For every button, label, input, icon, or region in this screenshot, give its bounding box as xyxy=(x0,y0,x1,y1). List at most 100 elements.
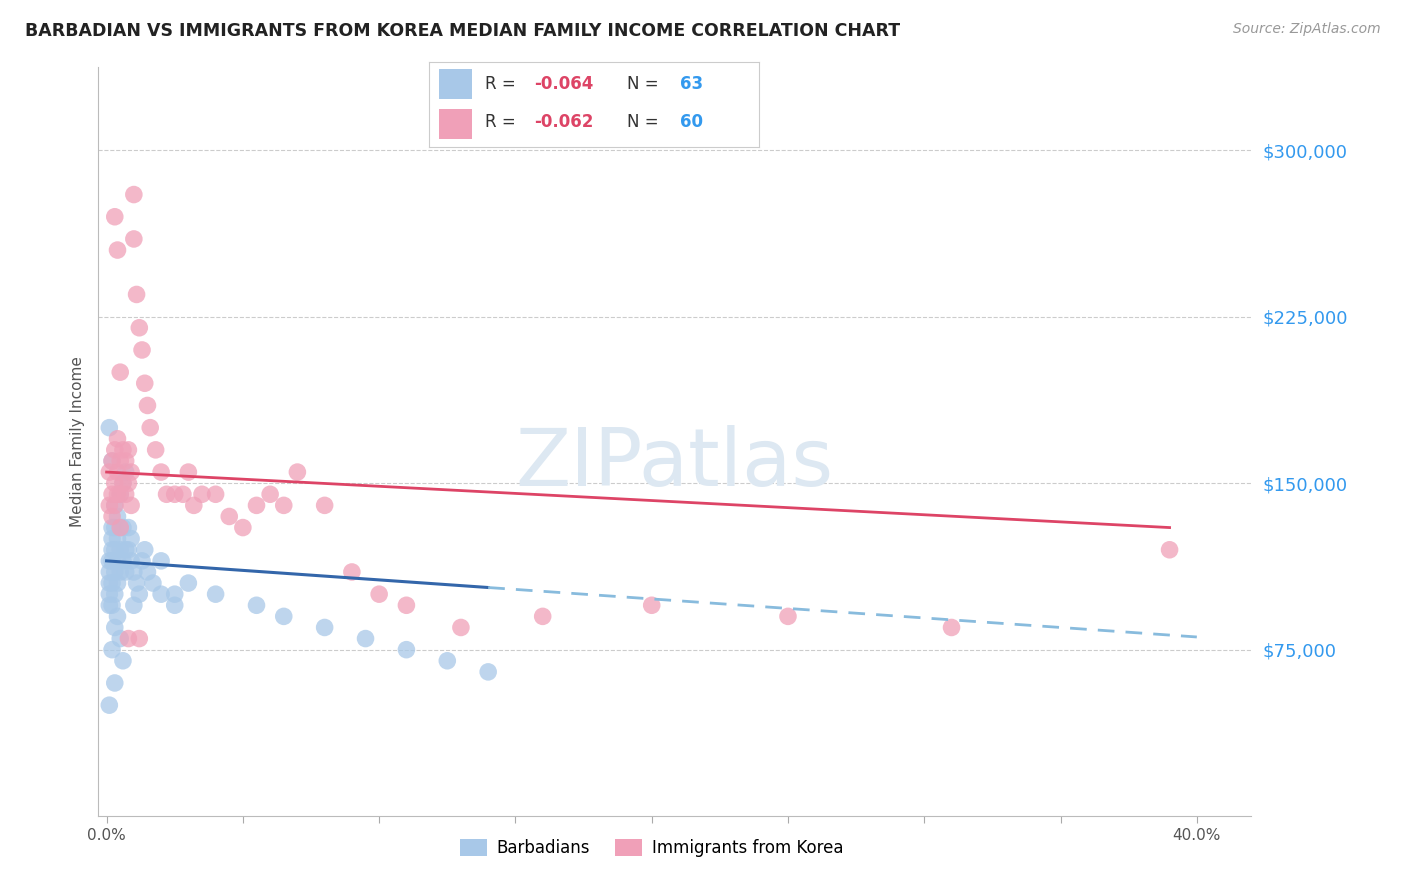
Point xyxy=(139,420,162,434)
Point xyxy=(104,565,127,579)
Point xyxy=(104,542,127,557)
Point xyxy=(245,599,267,613)
Point xyxy=(134,376,156,391)
Point xyxy=(110,632,132,646)
Point xyxy=(259,487,281,501)
Point xyxy=(111,520,134,534)
Point xyxy=(98,420,121,434)
Text: -0.062: -0.062 xyxy=(534,113,593,131)
Text: 60: 60 xyxy=(681,113,703,131)
Text: ZIPatlas: ZIPatlas xyxy=(516,425,834,503)
Point xyxy=(114,565,136,579)
Point xyxy=(163,487,186,501)
Point xyxy=(122,599,145,613)
Text: N =: N = xyxy=(627,75,664,93)
Point xyxy=(111,442,134,457)
Point xyxy=(155,487,177,501)
Point xyxy=(134,542,156,557)
Point xyxy=(101,576,124,591)
Point xyxy=(110,520,132,534)
Point xyxy=(104,499,127,513)
Point xyxy=(111,476,134,491)
Point xyxy=(368,587,391,601)
Point xyxy=(110,454,132,468)
Point xyxy=(101,599,124,613)
Point xyxy=(101,509,124,524)
Text: -0.064: -0.064 xyxy=(534,75,593,93)
Point xyxy=(531,609,554,624)
Point xyxy=(104,587,127,601)
Point xyxy=(150,587,173,601)
Point xyxy=(354,632,377,646)
Point xyxy=(450,620,472,634)
Point xyxy=(114,454,136,468)
Point xyxy=(114,487,136,501)
Point xyxy=(204,587,226,601)
Point xyxy=(101,454,124,468)
Point xyxy=(128,632,150,646)
Point xyxy=(111,476,134,491)
Point xyxy=(641,599,664,613)
Point xyxy=(107,532,129,546)
Point xyxy=(128,320,150,334)
Point xyxy=(340,565,363,579)
Point xyxy=(145,442,167,457)
Point xyxy=(117,520,139,534)
Text: 63: 63 xyxy=(681,75,703,93)
Point xyxy=(122,232,145,246)
Point xyxy=(122,565,145,579)
Point xyxy=(104,442,127,457)
Point xyxy=(150,465,173,479)
FancyBboxPatch shape xyxy=(439,70,472,99)
Point xyxy=(163,587,186,601)
Point xyxy=(436,654,458,668)
Point xyxy=(314,499,336,513)
FancyBboxPatch shape xyxy=(439,109,472,139)
Point xyxy=(776,609,799,624)
Point xyxy=(111,654,134,668)
Text: R =: R = xyxy=(485,75,522,93)
Point xyxy=(125,287,148,301)
Text: N =: N = xyxy=(627,113,664,131)
Point xyxy=(117,632,139,646)
Point xyxy=(204,487,226,501)
Point xyxy=(941,620,963,634)
Point xyxy=(395,642,418,657)
Point xyxy=(120,554,142,568)
Point xyxy=(273,609,295,624)
Point xyxy=(101,642,124,657)
Point xyxy=(110,542,132,557)
Point xyxy=(101,454,124,468)
Point xyxy=(125,576,148,591)
Text: Source: ZipAtlas.com: Source: ZipAtlas.com xyxy=(1233,22,1381,37)
Point xyxy=(131,554,153,568)
Point xyxy=(107,609,129,624)
Point xyxy=(110,487,132,501)
Point xyxy=(98,465,121,479)
Point xyxy=(107,554,129,568)
Point xyxy=(117,476,139,491)
Point xyxy=(177,576,200,591)
Point xyxy=(136,399,159,413)
Point xyxy=(101,520,124,534)
Point xyxy=(101,542,124,557)
Point xyxy=(101,487,124,501)
Point xyxy=(107,243,129,257)
Point xyxy=(177,465,200,479)
Point xyxy=(218,509,240,524)
Point xyxy=(107,576,129,591)
Point xyxy=(172,487,194,501)
Point xyxy=(150,554,173,568)
Point xyxy=(104,499,127,513)
Point xyxy=(98,554,121,568)
Point xyxy=(107,509,129,524)
Point xyxy=(104,210,127,224)
Y-axis label: Median Family Income: Median Family Income xyxy=(69,356,84,527)
Point xyxy=(117,442,139,457)
Point xyxy=(110,565,132,579)
Point xyxy=(1159,542,1181,557)
Point xyxy=(477,665,499,679)
Point xyxy=(110,487,132,501)
Point xyxy=(98,565,121,579)
Point xyxy=(131,343,153,357)
